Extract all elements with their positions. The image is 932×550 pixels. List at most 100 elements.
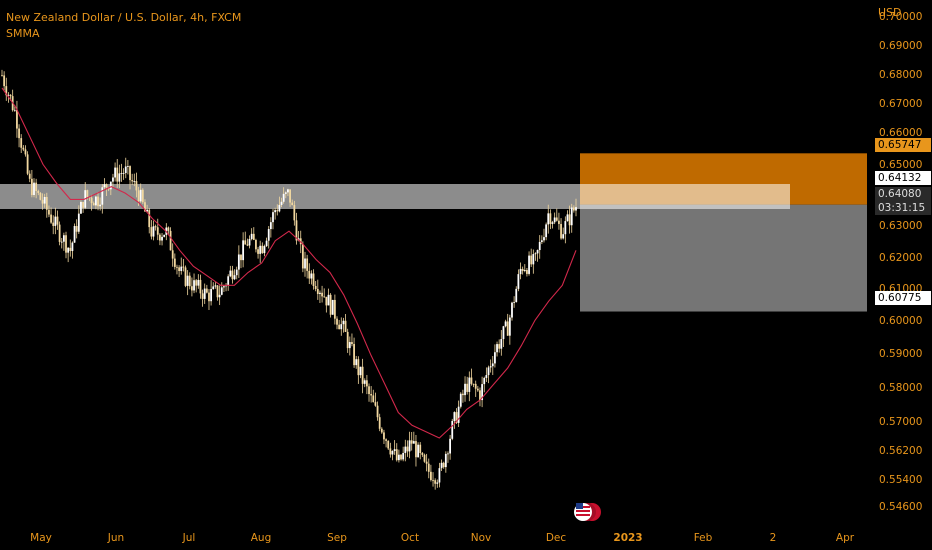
resistance-band[interactable]	[0, 184, 790, 209]
candle-body	[293, 205, 296, 221]
candle-body	[71, 242, 74, 252]
candle-body	[429, 471, 432, 480]
candle-body	[368, 386, 370, 395]
candle-body	[269, 222, 272, 230]
price-tick-label: 0.65000	[879, 159, 923, 171]
candle-body	[483, 377, 486, 385]
time-tick-label: Jun	[107, 532, 125, 544]
candle-body	[86, 190, 89, 198]
bar-countdown: 03:31:15	[875, 201, 931, 215]
candle-body	[453, 412, 456, 421]
indicator-label[interactable]: SMMA	[6, 27, 40, 40]
candle-body	[383, 432, 385, 440]
candle-body	[521, 268, 524, 271]
stop-loss-price-label: 0.60775	[875, 291, 931, 305]
candle-body	[280, 201, 283, 205]
candle-body	[193, 280, 195, 291]
price-tick-label: 0.62000	[879, 252, 923, 264]
candle-body	[255, 239, 257, 250]
last-price-label: 0.64080	[875, 187, 931, 201]
candle-body	[167, 227, 170, 231]
candle-body	[7, 94, 10, 96]
candle-body	[139, 189, 142, 202]
candle-body	[449, 438, 452, 454]
time-tick-label: Jul	[182, 532, 196, 544]
time-tick-label: 2023	[613, 532, 643, 544]
candle-body	[118, 173, 121, 182]
candle-body	[278, 204, 281, 212]
candle-body	[274, 210, 277, 213]
candle-body	[487, 367, 490, 376]
candle-body	[481, 384, 484, 401]
candle-body	[178, 267, 181, 272]
candle-body	[220, 287, 223, 295]
price-tick-label: 0.69000	[879, 40, 923, 52]
candle-body	[331, 299, 334, 315]
candle-body	[462, 393, 464, 396]
candle-body	[3, 75, 6, 87]
candle-body	[148, 209, 151, 228]
candle-body	[261, 245, 264, 254]
candle-body	[348, 342, 351, 349]
candle-body	[9, 94, 12, 97]
candle-body	[547, 213, 550, 225]
candle-body	[295, 220, 298, 241]
time-tick-label: Nov	[470, 532, 492, 544]
candle-body	[52, 222, 55, 226]
candle-body	[107, 187, 110, 190]
candle-body	[451, 420, 454, 439]
candle-body	[538, 241, 541, 251]
candle-body	[502, 326, 505, 340]
candle-body	[88, 197, 91, 198]
candle-body	[244, 240, 247, 245]
candle-body	[457, 406, 460, 423]
candle-body	[536, 250, 539, 254]
candle-body	[146, 209, 149, 212]
candle-body	[58, 224, 61, 242]
price-tick-label: 0.67000	[879, 98, 923, 110]
candle-body	[201, 293, 204, 299]
candle-body	[13, 109, 16, 111]
price-tick-label: 0.66000	[879, 127, 923, 139]
price-chart-plot[interactable]	[0, 0, 867, 524]
candle-body	[421, 452, 424, 455]
candle-body	[434, 480, 437, 484]
symbol-title[interactable]: New Zealand Dollar / U.S. Dollar, 4h, FX…	[6, 11, 242, 24]
candle-body	[18, 128, 20, 139]
candle-body	[391, 451, 394, 455]
candle-body	[235, 269, 238, 276]
candle-body	[432, 479, 434, 481]
time-axis[interactable]: May Jun Jul Aug Sep Oct Nov Dec 2023 Feb 2 Apr	[0, 524, 867, 550]
candle-body	[526, 270, 528, 274]
us-flag-icon[interactable]	[574, 503, 601, 521]
candle-body	[218, 294, 221, 298]
candle-body	[289, 189, 291, 203]
price-tick-label: 0.60000	[879, 315, 923, 327]
candle-body	[43, 196, 46, 204]
candle-body	[265, 240, 268, 247]
candle-body	[267, 229, 270, 241]
price-tick-label: 0.54600	[879, 501, 923, 513]
candle-body	[124, 166, 127, 173]
candle-body	[252, 233, 255, 240]
price-axis[interactable]: USD 0.70000 0.69000 0.68000 0.67000 0.66000 0…	[867, 0, 932, 524]
candle-body	[508, 317, 511, 336]
candle-body	[223, 286, 225, 288]
candle-body	[310, 273, 313, 279]
candle-body	[528, 255, 530, 274]
candle-body	[188, 275, 191, 287]
candle-body	[472, 383, 475, 385]
candle-body	[316, 288, 319, 294]
candle-body	[240, 254, 242, 261]
candle-body	[229, 270, 232, 277]
take-profit-price-label: 0.65747	[875, 138, 931, 152]
candle-body	[75, 226, 78, 232]
candle-body	[329, 294, 332, 315]
candle-body	[176, 266, 178, 268]
candle-body	[517, 274, 520, 289]
stop-loss-zone[interactable]	[580, 204, 867, 312]
candle-body	[395, 449, 398, 461]
candle-body	[131, 180, 134, 182]
candle-body	[530, 255, 533, 265]
